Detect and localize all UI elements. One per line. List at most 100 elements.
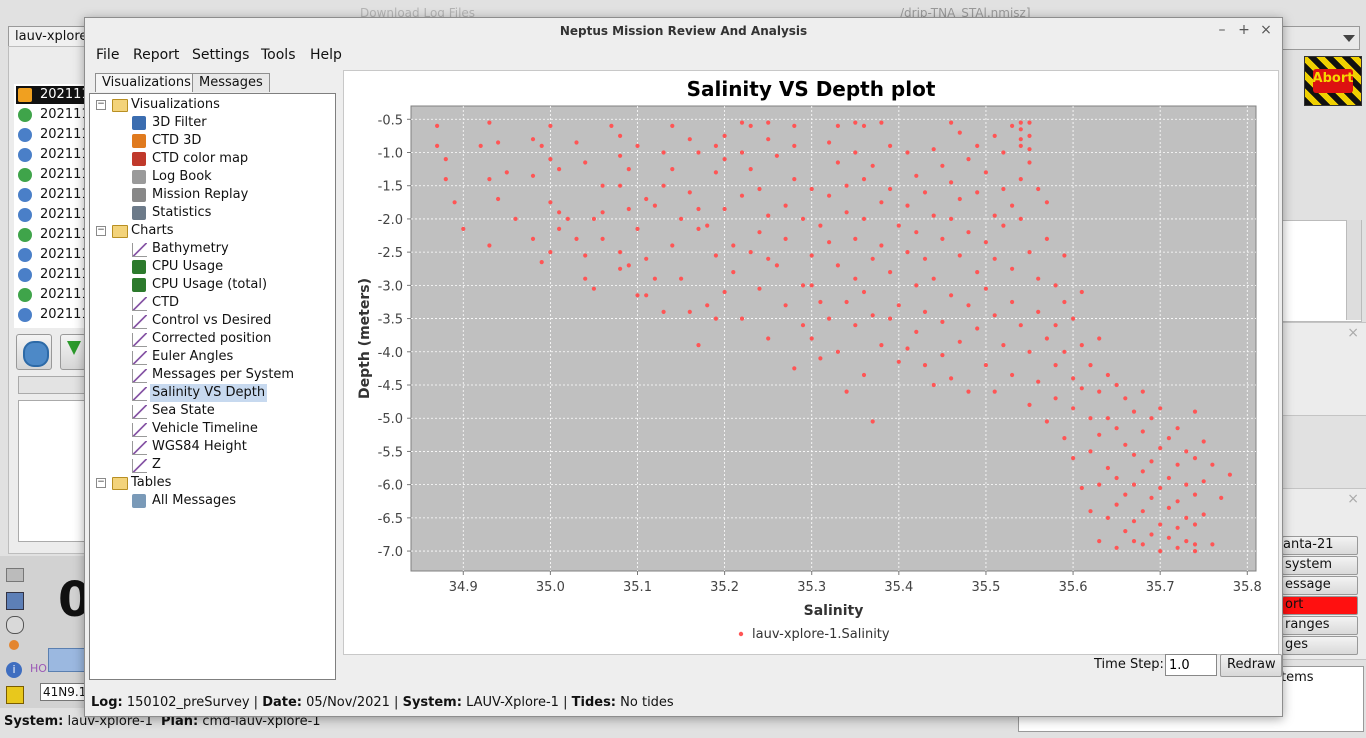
data-point bbox=[975, 326, 980, 331]
keyboard-icon[interactable] bbox=[6, 568, 24, 582]
tree-item-vehicle-timeline[interactable]: Vehicle Timeline bbox=[94, 420, 329, 438]
tree-item-3d-filter[interactable]: 3D Filter bbox=[94, 114, 329, 132]
tree-item-all-messages[interactable]: All Messages bbox=[94, 492, 329, 510]
data-point bbox=[530, 236, 536, 241]
data-point bbox=[931, 276, 936, 281]
data-point bbox=[1071, 376, 1076, 381]
data-point bbox=[1105, 515, 1110, 520]
tree-item-statistics[interactable]: Statistics bbox=[94, 204, 329, 222]
tree-folder-visualizations[interactable]: − Visualizations bbox=[94, 96, 329, 114]
data-point bbox=[879, 243, 884, 248]
data-point bbox=[1105, 372, 1110, 378]
line-chart-icon bbox=[132, 297, 147, 311]
refresh-logs-button[interactable] bbox=[16, 334, 52, 370]
close-icon[interactable]: × bbox=[1347, 325, 1359, 341]
data-point bbox=[957, 253, 962, 258]
tree-item-label: Bathymetry bbox=[152, 241, 229, 256]
tree-item-ctd-color-map[interactable]: CTD color map bbox=[94, 150, 329, 168]
abort-button[interactable]: Abort bbox=[1304, 56, 1362, 106]
background-tab[interactable]: lauv-xplore bbox=[8, 26, 90, 47]
background-log-row[interactable]: 202111 bbox=[16, 266, 90, 284]
background-right-dropdown[interactable] bbox=[1282, 26, 1360, 50]
flag-icon[interactable] bbox=[6, 686, 24, 704]
menu-tools[interactable]: Tools bbox=[261, 47, 296, 63]
data-point bbox=[1071, 456, 1076, 461]
x-tick-label: 35.4 bbox=[884, 580, 913, 595]
tree-item-messages-per-system[interactable]: Messages per System bbox=[94, 366, 329, 384]
background-log-row[interactable]: 202111 bbox=[16, 166, 90, 184]
tree-item-z[interactable]: Z bbox=[94, 456, 329, 474]
line-chart-icon bbox=[132, 315, 147, 329]
maximize-icon[interactable]: + bbox=[1238, 22, 1250, 38]
tree-item-bathymetry[interactable]: Bathymetry bbox=[94, 240, 329, 258]
data-point bbox=[748, 123, 753, 128]
info-icon[interactable]: i bbox=[6, 662, 22, 678]
tree-item-ctd-3d[interactable]: CTD 3D bbox=[94, 132, 329, 150]
download-logs-button[interactable] bbox=[60, 334, 86, 370]
data-point bbox=[1044, 236, 1049, 241]
tree-item-cpu-usage[interactable]: CPU Usage bbox=[94, 258, 329, 276]
tree-item-label: Control vs Desired bbox=[152, 313, 272, 328]
collapse-toggle-icon[interactable]: − bbox=[96, 477, 106, 488]
background-log-row[interactable]: 202111 bbox=[16, 146, 90, 164]
background-right-scrollbar[interactable] bbox=[1346, 220, 1361, 320]
tree-item-ctd[interactable]: CTD bbox=[94, 294, 329, 312]
data-point bbox=[757, 230, 762, 235]
menu-help[interactable]: Help bbox=[310, 47, 342, 63]
redraw-button[interactable]: Redraw bbox=[1220, 654, 1282, 677]
tab-messages[interactable]: Messages bbox=[192, 73, 270, 92]
time-step-input[interactable] bbox=[1165, 654, 1217, 676]
y-tick-label: -4.0 bbox=[378, 346, 403, 361]
background-log-row[interactable]: 202111 bbox=[16, 186, 90, 204]
calculator-icon[interactable] bbox=[6, 592, 24, 610]
tree-item-sea-state[interactable]: Sea State bbox=[94, 402, 329, 420]
tree-folder-charts[interactable]: − Charts bbox=[94, 222, 329, 240]
minimize-icon[interactable]: – bbox=[1218, 22, 1226, 38]
data-point bbox=[766, 120, 771, 125]
background-right-button[interactable]: ort bbox=[1282, 596, 1358, 615]
tree-item-wgs84-height[interactable]: WGS84 Height bbox=[94, 438, 329, 456]
background-log-row[interactable]: 202111 bbox=[16, 246, 90, 264]
background-log-row[interactable]: 202111 bbox=[16, 206, 90, 224]
data-point bbox=[705, 223, 710, 228]
menu-report[interactable]: Report bbox=[133, 47, 180, 63]
menu-file[interactable]: File bbox=[96, 47, 120, 63]
background-right-button[interactable]: system bbox=[1282, 556, 1358, 575]
data-point bbox=[548, 157, 553, 162]
background-log-row[interactable]: 202111 bbox=[16, 286, 90, 304]
tree-folder-tables[interactable]: − Tables bbox=[94, 474, 329, 492]
data-point bbox=[975, 190, 980, 195]
vehicle-icon[interactable] bbox=[6, 616, 24, 634]
tree-item-mission-replay[interactable]: Mission Replay bbox=[94, 186, 329, 204]
background-log-row[interactable]: 202111 bbox=[16, 306, 90, 324]
tab-visualizations[interactable]: Visualizations bbox=[95, 73, 198, 92]
tree-item-label: CPU Usage bbox=[152, 259, 224, 274]
background-play-controls[interactable] bbox=[48, 648, 86, 672]
tree-item-control-vs-desired[interactable]: Control vs Desired bbox=[94, 312, 329, 330]
close-icon[interactable]: × bbox=[1347, 491, 1359, 507]
menu-settings[interactable]: Settings bbox=[192, 47, 250, 63]
collapse-toggle-icon[interactable]: − bbox=[96, 225, 106, 236]
data-point bbox=[435, 143, 440, 148]
tree-item-salinity-vs-depth[interactable]: Salinity VS Depth bbox=[94, 384, 329, 402]
location-pin-icon[interactable] bbox=[9, 640, 19, 650]
background-right-button[interactable]: ges bbox=[1282, 636, 1358, 655]
background-coord-field[interactable]: 41N9.1 bbox=[40, 683, 88, 701]
tree-item-euler-angles[interactable]: Euler Angles bbox=[94, 348, 329, 366]
collapse-toggle-icon[interactable]: − bbox=[96, 99, 106, 110]
background-right-button[interactable]: ranges bbox=[1282, 616, 1358, 635]
data-point bbox=[618, 133, 623, 138]
background-right-button[interactable]: essage bbox=[1282, 576, 1358, 595]
close-icon[interactable]: × bbox=[1260, 22, 1272, 38]
all-messages-icon bbox=[132, 494, 146, 508]
background-log-row[interactable]: 202111 bbox=[16, 86, 90, 104]
background-file-title: /drip-TNA_STAl.nmisz] bbox=[900, 6, 1031, 20]
background-log-row[interactable]: 202111 bbox=[16, 226, 90, 244]
data-point bbox=[783, 303, 788, 308]
background-log-row[interactable]: 202111 bbox=[16, 126, 90, 144]
tree-item-log-book[interactable]: Log Book bbox=[94, 168, 329, 186]
background-right-button[interactable]: anta-21 bbox=[1282, 536, 1358, 555]
tree-item-cpu-usage-total-[interactable]: CPU Usage (total) bbox=[94, 276, 329, 294]
background-log-row[interactable]: 202111 bbox=[16, 106, 90, 124]
tree-item-corrected-position[interactable]: Corrected position bbox=[94, 330, 329, 348]
